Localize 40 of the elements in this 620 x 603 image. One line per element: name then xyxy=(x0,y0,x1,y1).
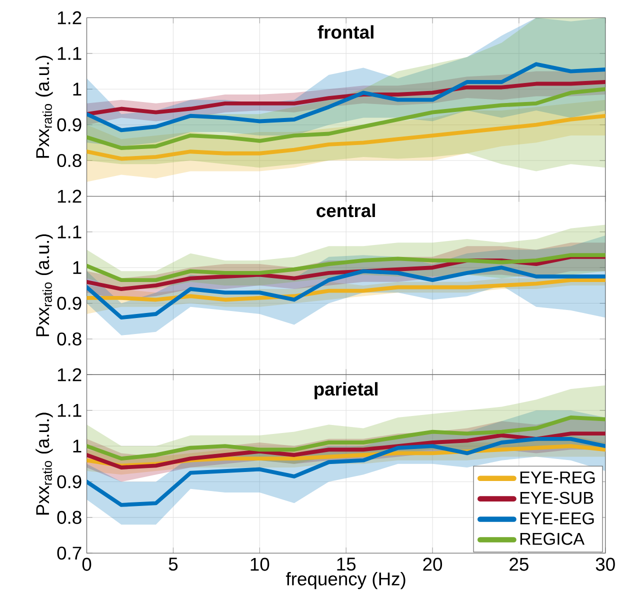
line-series xyxy=(86,415,606,460)
y-axis-title: Pxx$_{ratio}$ (a.u.) xyxy=(36,412,53,514)
line-series xyxy=(86,431,606,470)
y-tick-label: 0.8 xyxy=(57,154,82,167)
chart-title: central xyxy=(316,203,375,217)
line-series xyxy=(86,436,606,507)
chart-title: parietal xyxy=(314,382,378,400)
legend-label: EYE-REG xyxy=(520,471,595,484)
x-tick-label: 5 xyxy=(168,558,178,570)
y-tick-label: 1.1 xyxy=(58,46,82,60)
x-tick-label: 25 xyxy=(510,558,528,571)
y-tick-label: 1.1 xyxy=(58,404,82,416)
y-tick-label: 0.8 xyxy=(57,332,82,346)
legend-label: EYE-EEG xyxy=(520,512,594,524)
y-axis-title: Pxx$_{ratio}$ (a.u.) xyxy=(36,56,53,158)
x-tick-label: 0 xyxy=(82,558,92,571)
x-axis-title: frequency (Hz) xyxy=(286,572,406,589)
legend-label: REGICA xyxy=(520,532,585,545)
x-tick-label: 15 xyxy=(337,558,356,570)
chart-title: frontal xyxy=(318,25,374,39)
y-tick-label: 0.7 xyxy=(57,546,82,560)
x-tick-label: 10 xyxy=(250,558,270,571)
x-tick-label: 30 xyxy=(596,558,615,571)
y-tick-label: 1 xyxy=(73,261,82,274)
line-series xyxy=(86,114,606,161)
y-tick-label: 1 xyxy=(73,440,82,452)
y-tick-label: 1.1 xyxy=(58,225,82,238)
line-series xyxy=(86,252,606,282)
line-series xyxy=(86,62,606,132)
y-tick-label: 1 xyxy=(73,82,82,96)
y-axis-title: Pxx$_{ratio}$ (a.u.) xyxy=(36,234,53,336)
y-tick-label: 1.2 xyxy=(58,368,82,381)
y-tick-label: 1.2 xyxy=(58,11,82,24)
x-tick-label: 20 xyxy=(423,558,442,571)
legend-label: EYE-SUB xyxy=(520,492,594,504)
y-tick-label: 0.9 xyxy=(57,475,82,488)
y-tick-label: 1.2 xyxy=(58,190,82,202)
y-tick-label: 0.8 xyxy=(57,510,82,524)
y-tick-label: 0.9 xyxy=(57,118,82,132)
y-tick-label: 0.9 xyxy=(57,296,82,310)
